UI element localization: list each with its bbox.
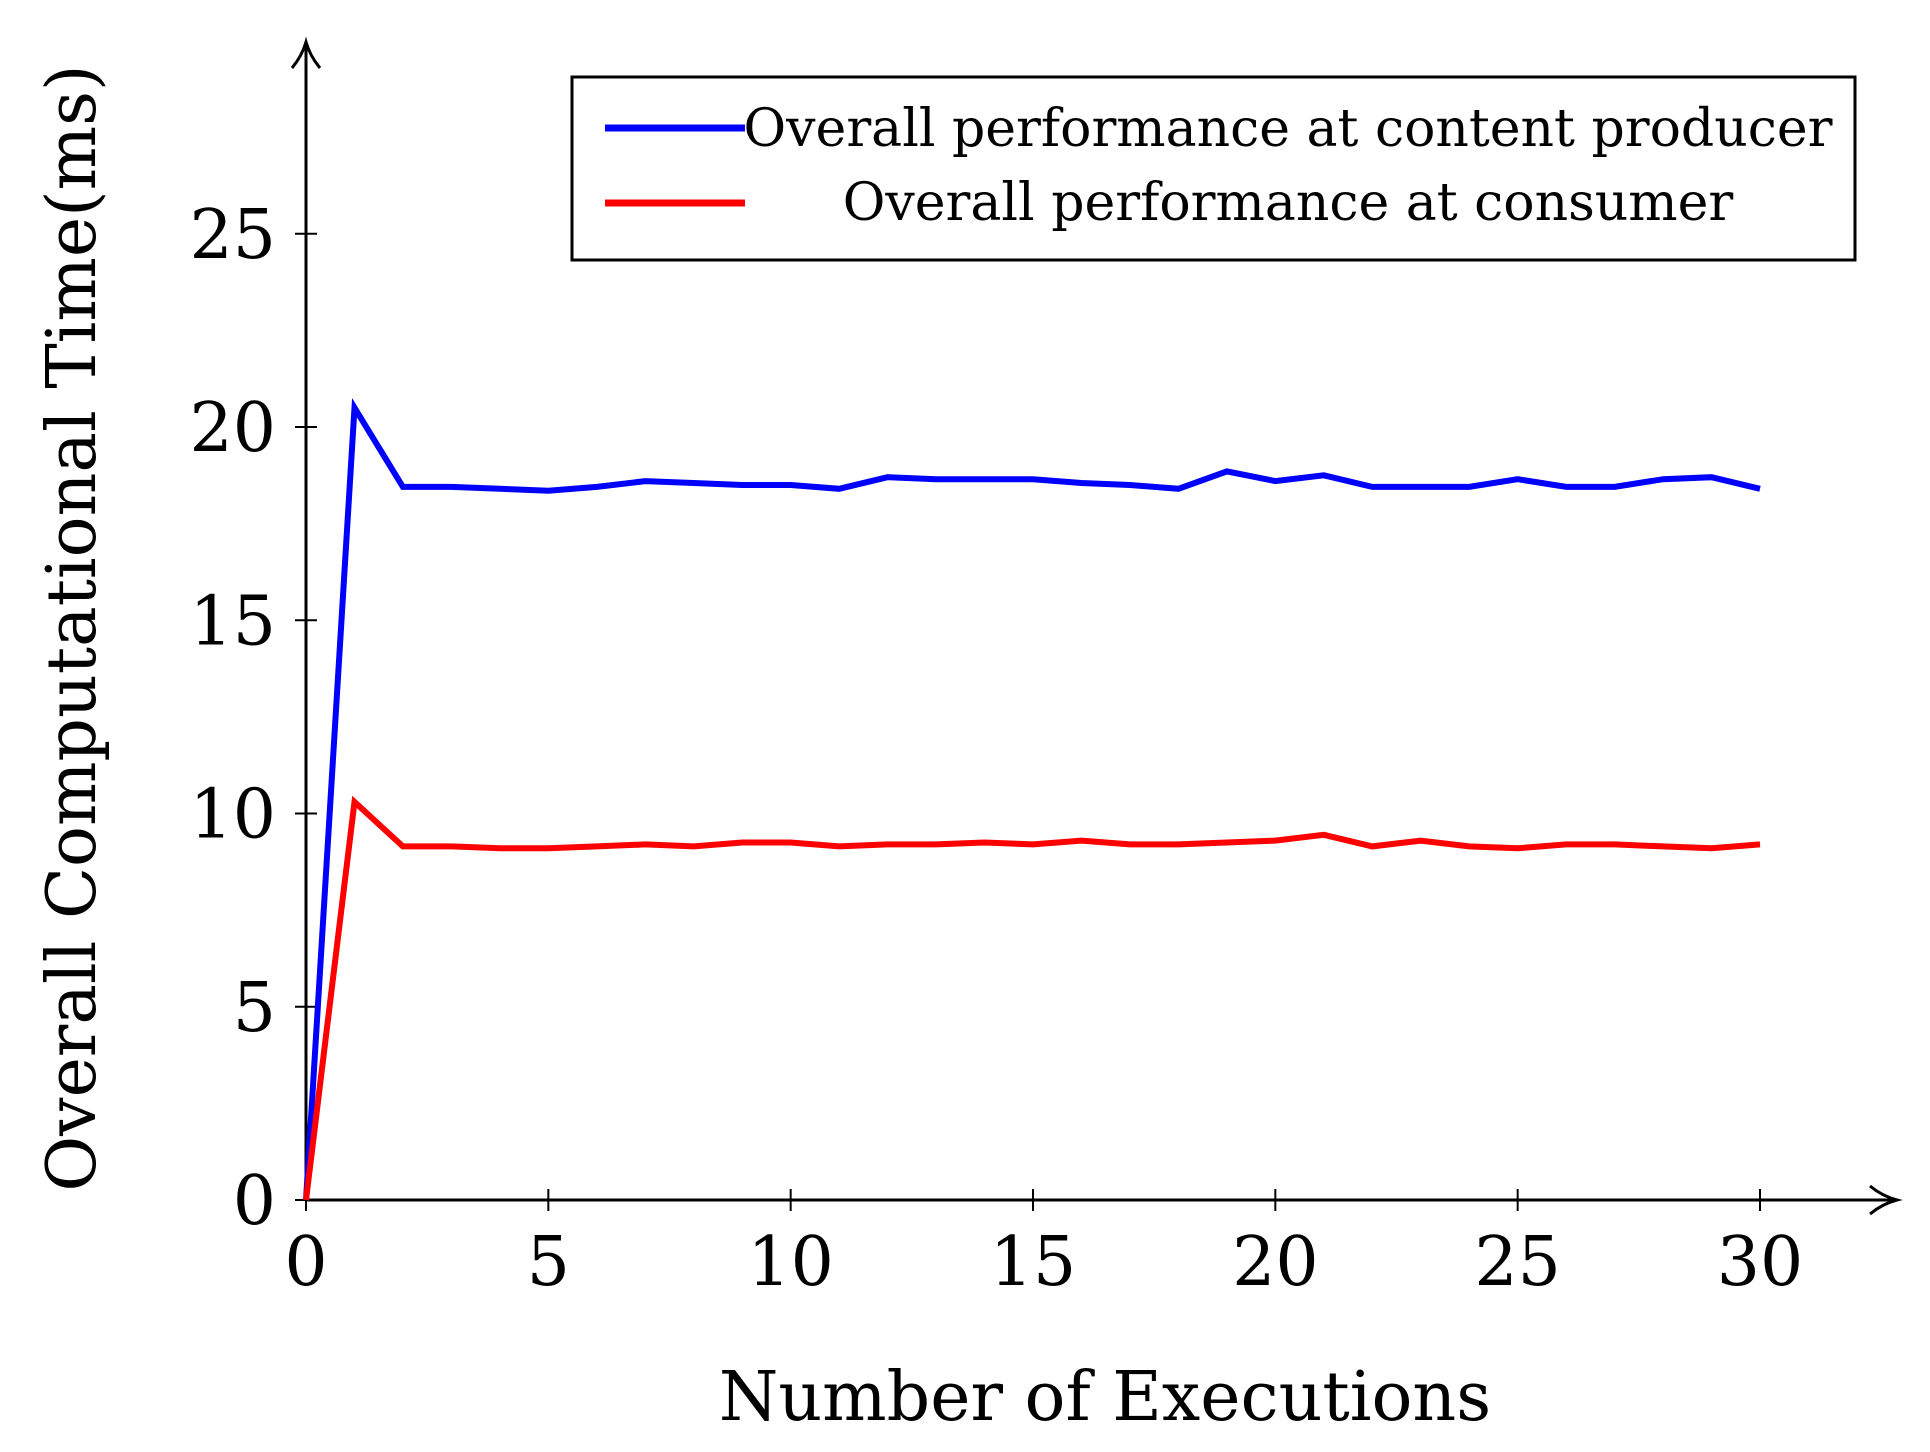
legend-label-consumer: Overall performance at consumer [843, 173, 1734, 233]
x-tick-label: 30 [1717, 1223, 1804, 1302]
series-line-consumer [303, 795, 1761, 1201]
x-tick-label: 0 [284, 1223, 327, 1302]
y-axis-arrow-icon [290, 36, 322, 69]
legend-box [570, 75, 1857, 262]
x-axis-title: Number of Executions [719, 1358, 1491, 1437]
y-tick-label: 0 [233, 1162, 276, 1241]
x-tick-label: 10 [747, 1223, 834, 1302]
series-line-producer [303, 398, 1761, 1201]
x-tick-label: 15 [990, 1223, 1077, 1302]
y-tick-label: 5 [233, 969, 276, 1048]
x-axis-arrow-icon [1869, 1184, 1903, 1216]
x-tick-label: 25 [1474, 1223, 1561, 1302]
y-tick-label: 20 [189, 389, 276, 468]
legend-label-producer: Overall performance at content producer [744, 99, 1833, 159]
x-ticks: 0 5 10 15 20 25 30 [284, 1189, 1803, 1302]
y-tick-label: 15 [189, 582, 276, 661]
x-tick-label: 20 [1232, 1223, 1319, 1302]
series-group [303, 398, 1761, 1201]
y-tick-label: 10 [189, 776, 276, 855]
y-ticks: 0 5 10 15 20 25 [189, 196, 317, 1241]
x-tick-label: 5 [527, 1223, 570, 1302]
legend: Overall performance at content producer … [570, 75, 1857, 262]
y-tick-label: 25 [189, 196, 276, 275]
y-axis-title: Overall Computational Time(ms) [33, 64, 112, 1191]
